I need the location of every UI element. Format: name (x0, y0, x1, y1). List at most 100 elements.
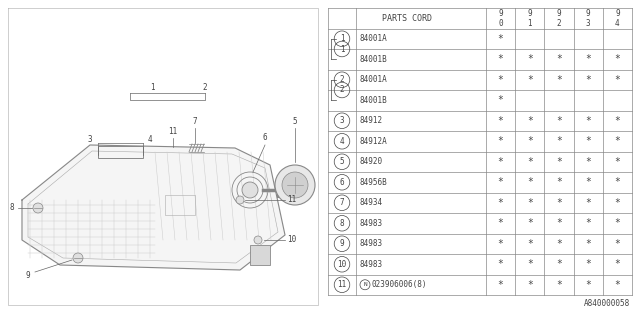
Text: *: * (498, 116, 504, 126)
Text: 9
0: 9 0 (499, 9, 503, 28)
Text: A840000058: A840000058 (584, 299, 630, 308)
Text: *: * (498, 177, 504, 187)
Text: *: * (498, 218, 504, 228)
Text: PARTS CORD: PARTS CORD (382, 14, 432, 23)
Text: 6: 6 (340, 178, 344, 187)
Circle shape (33, 203, 43, 213)
Text: 2: 2 (340, 75, 344, 84)
Text: *: * (614, 198, 620, 208)
Text: *: * (498, 239, 504, 249)
Text: 5: 5 (340, 157, 344, 166)
Text: 84934: 84934 (360, 198, 383, 207)
Text: 4: 4 (148, 135, 152, 145)
Text: *: * (527, 157, 532, 167)
Text: *: * (556, 116, 562, 126)
Circle shape (236, 196, 244, 204)
Text: N: N (363, 282, 367, 287)
Text: 7: 7 (340, 198, 344, 207)
Text: 9
4: 9 4 (615, 9, 620, 28)
Text: *: * (527, 54, 532, 64)
Circle shape (254, 236, 262, 244)
Text: 84983: 84983 (360, 239, 383, 248)
Text: *: * (527, 218, 532, 228)
Text: *: * (556, 177, 562, 187)
Text: *: * (498, 136, 504, 146)
Text: 9
1: 9 1 (527, 9, 532, 28)
Text: *: * (556, 136, 562, 146)
Text: 5: 5 (292, 117, 298, 126)
Text: *: * (614, 157, 620, 167)
Circle shape (73, 253, 83, 263)
Text: *: * (585, 177, 591, 187)
Text: *: * (527, 239, 532, 249)
Text: 023906006(8): 023906006(8) (372, 280, 428, 289)
Text: *: * (527, 198, 532, 208)
Bar (250, 245, 270, 265)
Text: *: * (556, 157, 562, 167)
Text: 84001A: 84001A (360, 75, 388, 84)
Text: *: * (614, 280, 620, 290)
Text: *: * (556, 280, 562, 290)
Text: *: * (614, 218, 620, 228)
Text: *: * (498, 34, 504, 44)
Text: 1: 1 (340, 44, 344, 53)
Text: 11: 11 (287, 196, 296, 204)
Text: *: * (556, 54, 562, 64)
Text: *: * (527, 177, 532, 187)
Polygon shape (22, 145, 285, 270)
Text: 84983: 84983 (360, 219, 383, 228)
Text: 11: 11 (337, 280, 347, 289)
Text: *: * (614, 239, 620, 249)
Text: 9
2: 9 2 (557, 9, 561, 28)
Text: 9
3: 9 3 (586, 9, 591, 28)
Text: *: * (614, 259, 620, 269)
Text: *: * (527, 136, 532, 146)
Text: 84956B: 84956B (360, 178, 388, 187)
Text: *: * (585, 259, 591, 269)
Text: 9: 9 (26, 270, 30, 279)
Text: 3: 3 (88, 135, 92, 145)
Circle shape (282, 172, 308, 198)
Text: 84983: 84983 (360, 260, 383, 269)
Text: *: * (498, 95, 504, 105)
Text: *: * (498, 259, 504, 269)
Text: 1: 1 (340, 34, 344, 43)
Text: *: * (527, 259, 532, 269)
Text: 3: 3 (340, 116, 344, 125)
Text: 84001B: 84001B (360, 96, 388, 105)
Text: *: * (614, 136, 620, 146)
Text: *: * (556, 218, 562, 228)
Text: 8: 8 (10, 204, 14, 212)
Text: *: * (556, 239, 562, 249)
Text: *: * (585, 136, 591, 146)
Circle shape (275, 165, 315, 205)
Text: 84912A: 84912A (360, 137, 388, 146)
Text: *: * (527, 116, 532, 126)
Text: *: * (527, 75, 532, 85)
Text: *: * (498, 54, 504, 64)
Text: *: * (498, 198, 504, 208)
Text: 6: 6 (262, 133, 268, 142)
Text: *: * (614, 116, 620, 126)
Text: *: * (556, 259, 562, 269)
Text: 84001A: 84001A (360, 34, 388, 43)
Text: *: * (498, 157, 504, 167)
Text: *: * (585, 75, 591, 85)
Text: *: * (527, 280, 532, 290)
Text: 84001B: 84001B (360, 55, 388, 64)
Text: 84912: 84912 (360, 116, 383, 125)
Text: 1: 1 (150, 84, 154, 92)
Text: *: * (585, 116, 591, 126)
Text: *: * (498, 75, 504, 85)
Text: *: * (585, 218, 591, 228)
Text: *: * (556, 75, 562, 85)
Text: 8: 8 (340, 219, 344, 228)
Text: *: * (585, 157, 591, 167)
Text: 4: 4 (340, 137, 344, 146)
Text: *: * (585, 280, 591, 290)
Circle shape (242, 182, 258, 198)
Text: *: * (498, 280, 504, 290)
Bar (98, 146, 143, 158)
Text: 7: 7 (193, 117, 197, 126)
Text: *: * (614, 177, 620, 187)
